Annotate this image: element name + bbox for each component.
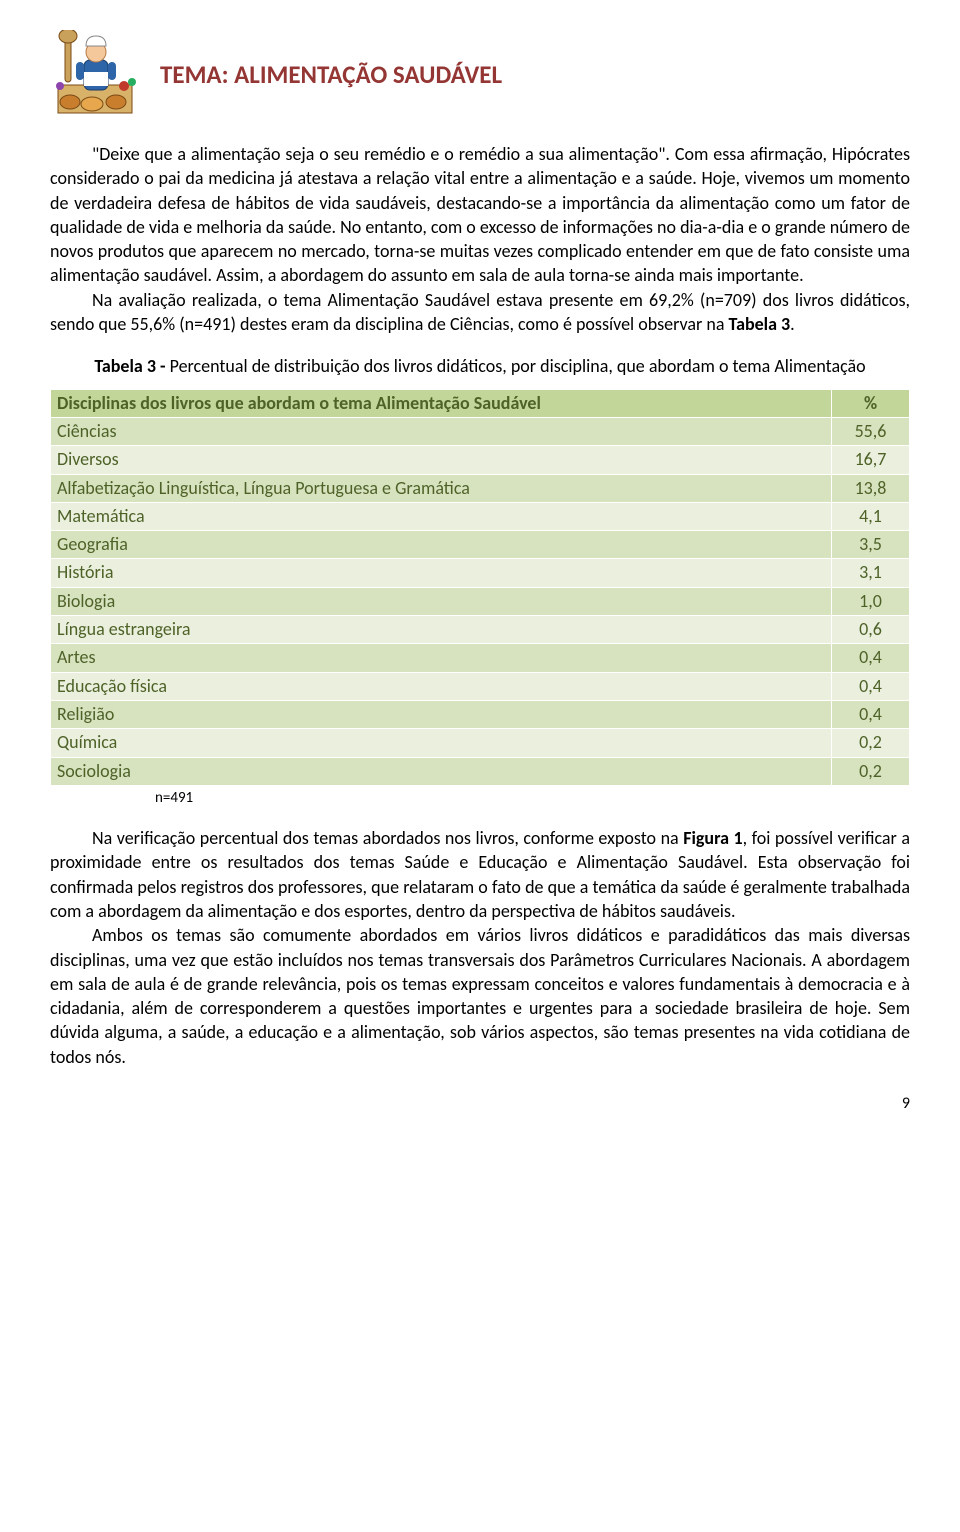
table-cell-label: Religião (51, 700, 832, 728)
table-cell-pct: 0,2 (832, 729, 910, 757)
page-number: 9 (50, 1093, 910, 1115)
table-row: Educação física0,4 (51, 672, 910, 700)
table-row: Química0,2 (51, 729, 910, 757)
table-cell-label: Língua estrangeira (51, 616, 832, 644)
table-caption: Tabela 3 - Percentual de distribuição do… (50, 354, 910, 378)
table-cell-label: História (51, 559, 832, 587)
table-row: Língua estrangeira0,6 (51, 616, 910, 644)
table-cell-label: Sociologia (51, 757, 832, 785)
table-cell-label: Geografia (51, 531, 832, 559)
table-cell-label: Química (51, 729, 832, 757)
paragraph-1: "Deixe que a alimentação seja o seu remé… (50, 142, 910, 288)
page-title: TEMA: ALIMENTAÇÃO SAUDÁVEL (160, 58, 502, 92)
table-cell-pct: 4,1 (832, 502, 910, 530)
header: TEMA: ALIMENTAÇÃO SAUDÁVEL (50, 30, 910, 120)
table-row: Religião0,4 (51, 700, 910, 728)
table-cell-pct: 3,5 (832, 531, 910, 559)
table-row: Matemática4,1 (51, 502, 910, 530)
table-cell-pct: 1,0 (832, 587, 910, 615)
table-row: Biologia1,0 (51, 587, 910, 615)
table-cell-pct: 13,8 (832, 474, 910, 502)
table-caption-prefix: Tabela 3 - (94, 355, 169, 377)
paragraph-3: Na verificação percentual dos temas abor… (50, 826, 910, 923)
table-cell-label: Alfabetização Linguística, Língua Portug… (51, 474, 832, 502)
table-cell-label: Diversos (51, 446, 832, 474)
table-row: Diversos16,7 (51, 446, 910, 474)
table-row: História3,1 (51, 559, 910, 587)
table-cell-pct: 55,6 (832, 417, 910, 445)
table-cell-label: Artes (51, 644, 832, 672)
disciplines-table: Disciplinas dos livros que abordam o tem… (50, 389, 910, 786)
paragraph-2: Na avaliação realizada, o tema Alimentaç… (50, 288, 910, 337)
table-caption-rest: Percentual de distribuição dos livros di… (170, 355, 866, 377)
table-cell-label: Educação física (51, 672, 832, 700)
paragraph-4: Ambos os temas são comumente abordados e… (50, 923, 910, 1069)
table-cell-label: Biologia (51, 587, 832, 615)
table-cell-pct: 0,4 (832, 700, 910, 728)
table-cell-label: Ciências (51, 417, 832, 445)
baker-icon (50, 30, 140, 120)
table-cell-pct: 0,4 (832, 672, 910, 700)
table-cell-pct: 0,6 (832, 616, 910, 644)
table-cell-pct: 0,2 (832, 757, 910, 785)
table-header-label: Disciplinas dos livros que abordam o tem… (51, 389, 832, 417)
table-3-ref: Tabela 3 (729, 313, 791, 335)
table-cell-label: Matemática (51, 502, 832, 530)
table-row: Alfabetização Linguística, Língua Portug… (51, 474, 910, 502)
table-cell-pct: 3,1 (832, 559, 910, 587)
table-row: Sociologia0,2 (51, 757, 910, 785)
table-row: Geografia3,5 (51, 531, 910, 559)
paragraph-2-tail: . (790, 313, 795, 335)
table-header-pct: % (832, 389, 910, 417)
figure-1-ref: Figura 1 (683, 827, 742, 849)
paragraph-3-a: Na verificação percentual dos temas abor… (92, 827, 683, 849)
table-cell-pct: 0,4 (832, 644, 910, 672)
table-row: Ciências55,6 (51, 417, 910, 445)
table-footnote: n=491 (155, 788, 910, 808)
table-row: Artes0,4 (51, 644, 910, 672)
table-cell-pct: 16,7 (832, 446, 910, 474)
